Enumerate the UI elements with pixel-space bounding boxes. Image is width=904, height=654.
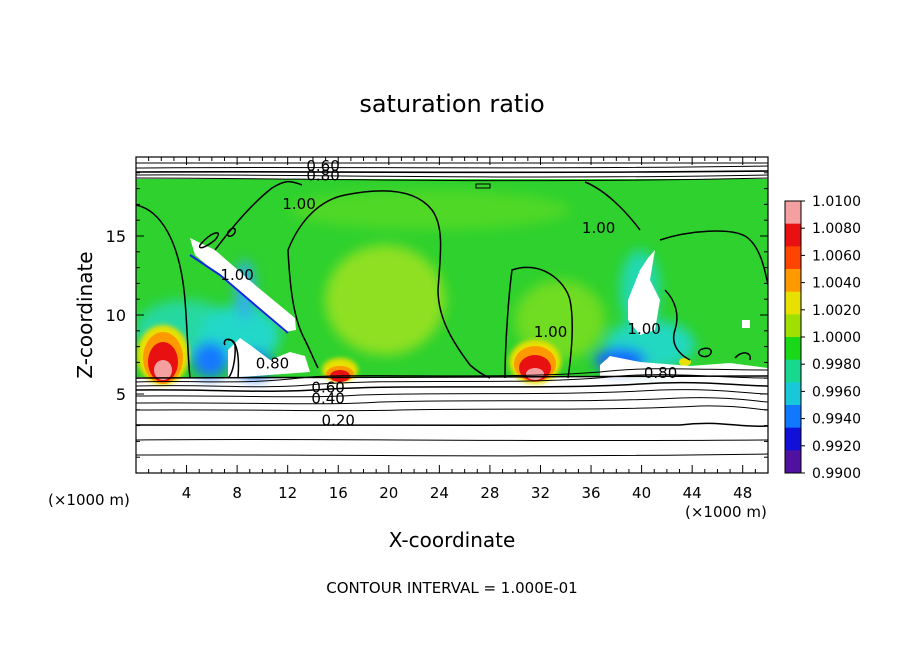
small-mark [475, 183, 491, 189]
colorbar-label: 1.0100 [812, 194, 861, 210]
colorbar-label: 1.0000 [812, 330, 861, 346]
y-tick-label: 5 [116, 385, 126, 404]
contour-label: 0.20 [322, 412, 355, 430]
x-tick-label: 24 [430, 484, 449, 502]
colorbar-label: 1.0060 [812, 248, 861, 264]
cloud-patch-right [628, 250, 660, 335]
x-tick-label: 20 [379, 484, 398, 502]
colorbar-swatch [785, 201, 801, 225]
colorbar-swatch [785, 291, 801, 315]
colorbar-swatch [785, 382, 801, 406]
field-light-top [290, 190, 570, 230]
cloud-surface-left [228, 338, 310, 378]
contour-label: 0.60 [306, 157, 339, 175]
colorbar-swatch [785, 314, 801, 338]
x-tick-label: 44 [683, 484, 702, 502]
y-tick-label: 10 [106, 306, 126, 325]
cloud-band-edge [189, 254, 289, 334]
x-tick-label: 32 [531, 484, 550, 502]
contour-label: 0.80 [256, 355, 289, 373]
field-light-center [325, 245, 445, 355]
colorbar-swatch [785, 246, 801, 270]
field-light-right [515, 280, 605, 360]
contour-label: 1.00 [282, 195, 315, 213]
colorbar-swatch [785, 269, 801, 293]
plot-area: 0.600.801.001.001.001.00 1.000.800.600.40… [136, 157, 768, 473]
x-tick-label: 4 [182, 484, 192, 502]
colorbar-swatch [785, 337, 801, 361]
colorbar-label: 1.0020 [812, 303, 861, 319]
contour-label-layer: 0.600.801.001.001.001.00 1.000.800.600.40… [220, 157, 677, 429]
colorbar-swatch [785, 359, 801, 383]
contour-interval-note: CONTOUR INTERVAL = 1.000E-01 [326, 579, 577, 597]
contour-label: 1.00 [220, 266, 253, 284]
x-axis-label: X-coordinate [389, 528, 516, 552]
contour-label: 1.00 [534, 323, 567, 341]
colorbar-label: 0.9980 [812, 357, 861, 373]
chart-title: saturation ratio [359, 90, 544, 118]
x-unit-left: (×1000 m) [48, 491, 130, 509]
contour-label: 1.00 [582, 219, 615, 237]
colorbar-label: 1.0080 [812, 221, 861, 237]
y-axis-label: Z-coordinate [73, 251, 97, 378]
colorbar: 1.0100 1.0080 1.0060 1.0040 1.0020 1.0000 0.99… [784, 194, 861, 482]
x-tick-label: 16 [329, 484, 348, 502]
contour-label: 0.40 [311, 389, 344, 407]
upper-contours [136, 162, 768, 182]
colorbar-swatch [785, 405, 801, 429]
x-tick-label: 36 [581, 484, 600, 502]
plume-left-pink [154, 360, 172, 380]
y-axis: 5 10 15 [106, 172, 768, 458]
colorbar-swatch [785, 427, 801, 451]
contour-label: 0.80 [644, 364, 677, 382]
plume-yellow-spot [679, 358, 691, 366]
x-tick-label: 12 [278, 484, 297, 502]
x-tick-label: 28 [480, 484, 499, 502]
contour-label: 1.00 [627, 320, 660, 338]
x-unit-right: (×1000 m) [685, 503, 767, 521]
colorbar-label: 1.0040 [812, 276, 861, 292]
colorbar-swatch [785, 223, 801, 247]
cloud-patch-small [742, 320, 750, 328]
colorbar-label: 0.9920 [812, 439, 861, 455]
cloud-band-diagonal [190, 238, 296, 332]
contours-unity [136, 180, 768, 379]
lower-contours [136, 368, 768, 457]
cloud-surface-right [600, 356, 768, 378]
contour-label: 0.60 [311, 378, 344, 396]
x-tick-label: 48 [733, 484, 752, 502]
plume-right-pink [526, 368, 544, 380]
y-tick-label: 15 [106, 227, 126, 246]
x-tick-label: 8 [232, 484, 242, 502]
colorbar-label: 0.9900 [812, 466, 861, 482]
contour-label: 0.80 [306, 167, 339, 185]
x-axis: 4 8 12 16 20 24 28 32 36 40 44 48 [148, 157, 756, 502]
field-blue-left [192, 342, 228, 378]
x-tick-label: 40 [632, 484, 651, 502]
colorbar-label: 0.9940 [812, 412, 861, 428]
colorbar-label: 0.9960 [812, 384, 861, 400]
colorbar-swatch [785, 450, 801, 474]
